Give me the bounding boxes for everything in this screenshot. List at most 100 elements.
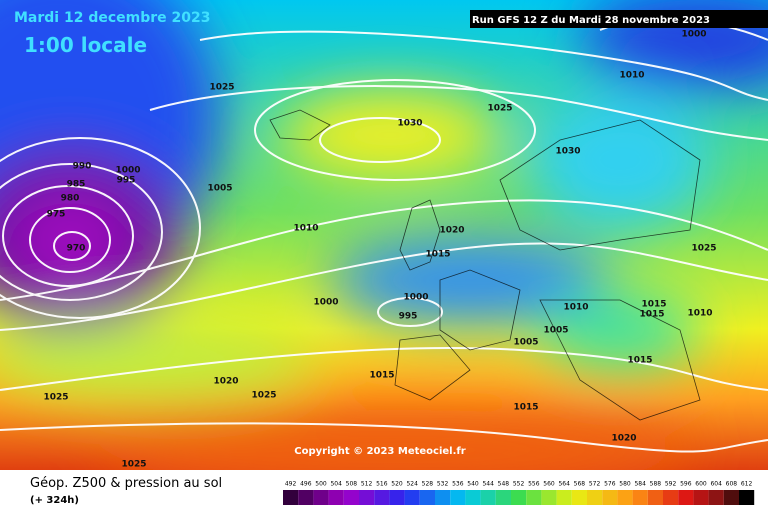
scale-swatch: [404, 490, 420, 505]
copyright: Copyright © 2023 Meteociel.fr: [294, 446, 465, 457]
isobar-label: 995: [117, 176, 136, 186]
isobar-label: 1030: [397, 119, 422, 129]
isobar-label: 1010: [293, 224, 318, 234]
scale-label: 564: [558, 481, 570, 488]
isobar-label: 985: [67, 180, 86, 190]
isobar-label: 1000: [681, 30, 706, 40]
scale-swatch: [723, 490, 739, 505]
run-info: Run GFS 12 Z du Mardi 28 novembre 2023: [472, 15, 710, 26]
scale-label: 552: [513, 481, 525, 488]
isobar-label: 1010: [687, 309, 712, 319]
scale-label: 604: [710, 481, 722, 488]
scale-label: 516: [376, 481, 388, 488]
scale-swatch: [632, 490, 648, 505]
isobar-label: 990: [73, 162, 92, 172]
scale-swatch: [587, 490, 603, 505]
isobar-label: 980: [61, 194, 80, 204]
scale-label: 568: [574, 481, 586, 488]
scale-label: 500: [315, 481, 327, 488]
scale-swatch: [359, 490, 375, 505]
isobar-label: 1025: [251, 391, 276, 401]
scale-swatch: [511, 490, 527, 505]
isobar-label: 1015: [425, 250, 450, 260]
scale-swatch: [647, 490, 663, 505]
isobar-label: 975: [47, 210, 66, 220]
footer-lead: (+ 324h): [30, 495, 79, 506]
forecast-time: 1:00 locale: [24, 33, 147, 57]
scale-label: 508: [346, 481, 358, 488]
isobar-label: 1005: [207, 184, 232, 194]
isobar-label: 1020: [213, 377, 238, 387]
isobar-label: 1025: [209, 83, 234, 93]
scale-swatch: [298, 490, 314, 505]
scale-label: 560: [543, 481, 555, 488]
isobar-label: 1005: [543, 326, 568, 336]
isobar-label: 1020: [611, 434, 636, 444]
scale-label: 536: [452, 481, 464, 488]
scale-label: 520: [391, 481, 403, 488]
scale-swatch: [526, 490, 542, 505]
scale-swatch: [663, 490, 679, 505]
scale-label: 540: [467, 481, 479, 488]
scale-label: 544: [482, 481, 494, 488]
isobar-label: 1015: [369, 371, 394, 381]
scale-label: 512: [361, 481, 373, 488]
isobar-label: 1010: [563, 303, 588, 313]
scale-label: 492: [285, 481, 297, 488]
scale-label: 532: [437, 481, 449, 488]
isobar-label: 995: [399, 312, 418, 322]
isobar-label: 1025: [121, 460, 146, 470]
scale-swatch: [602, 490, 618, 505]
scale-label: 528: [422, 481, 434, 488]
scale-label: 608: [726, 481, 738, 488]
isobar-label: 1015: [627, 356, 652, 366]
scale-label: 588: [650, 481, 662, 488]
map: [0, 0, 768, 470]
scale-label: 572: [589, 481, 601, 488]
scale-label: 596: [680, 481, 692, 488]
scale-label: 600: [695, 481, 707, 488]
scale-swatch: [374, 490, 390, 505]
scale-label: 548: [498, 481, 510, 488]
isobar-label: 970: [67, 244, 86, 254]
scale-swatch: [739, 490, 755, 505]
scale-swatch: [693, 490, 709, 505]
scale-swatch: [435, 490, 451, 505]
scale-label: 584: [634, 481, 646, 488]
scale-swatch: [283, 490, 299, 505]
scale-swatch: [328, 490, 344, 505]
scale-label: 504: [330, 481, 342, 488]
scale-swatch: [480, 490, 496, 505]
isobar-label: 1030: [555, 147, 580, 157]
isobar-label: 1005: [513, 338, 538, 348]
scale-label: 496: [300, 481, 312, 488]
isobar-label: 1000: [115, 166, 140, 176]
scale-label: 580: [619, 481, 631, 488]
scale-swatch: [571, 490, 587, 505]
scale-swatch: [678, 490, 694, 505]
scale-swatch: [495, 490, 511, 505]
isobar-label: 1025: [43, 393, 68, 403]
isobar-label: 1010: [619, 71, 644, 81]
scale-label: 556: [528, 481, 540, 488]
scale-swatch: [450, 490, 466, 505]
scale-swatch: [617, 490, 633, 505]
scale-label: 612: [741, 481, 753, 488]
isobar-label: 1020: [439, 226, 464, 236]
scale-swatch: [313, 490, 329, 505]
isobar-label: 1000: [403, 293, 428, 303]
footer-title: Géop. Z500 & pression au sol: [30, 476, 222, 491]
isobar-label: 1015: [639, 310, 664, 320]
scale-swatch: [708, 490, 724, 505]
isobar-label: 1000: [313, 298, 338, 308]
isobar-label: 1015: [513, 403, 538, 413]
isobar-label: 1025: [691, 244, 716, 254]
forecast-date: Mardi 12 decembre 2023: [14, 10, 211, 26]
scale-swatch: [541, 490, 557, 505]
scale-swatch: [343, 490, 359, 505]
scale-swatch: [465, 490, 481, 505]
isobar-label: 1025: [487, 104, 512, 114]
scale-label: 524: [406, 481, 418, 488]
